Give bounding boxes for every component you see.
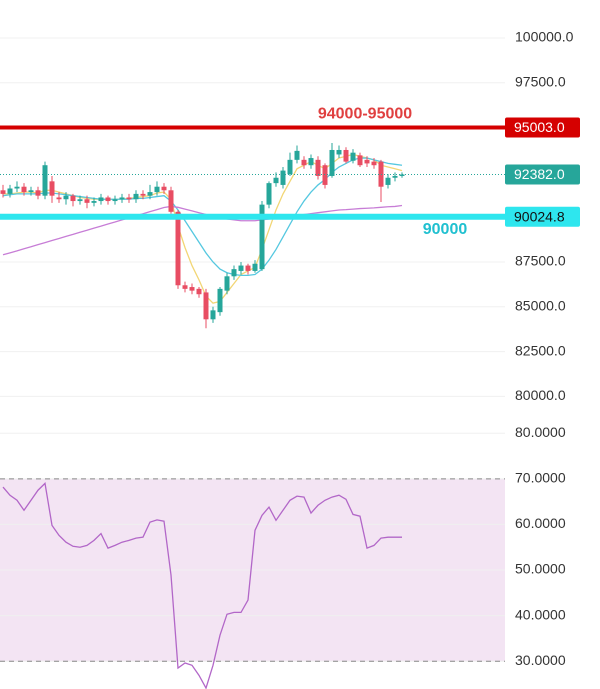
moving-average (2, 204, 403, 256)
price-badge-label: 90024.8 (514, 208, 565, 224)
y-tick-label: 82500.0 (515, 342, 566, 358)
candle-body (287, 159, 293, 175)
candle-body (126, 197, 132, 200)
y-tick-label: 60.0000 (515, 515, 566, 531)
price-badge-label: 95003.0 (514, 119, 565, 135)
candle-body (364, 159, 370, 164)
candle-body (133, 193, 139, 200)
candle-body (14, 186, 20, 189)
candle-body (154, 186, 160, 193)
candle-body (7, 188, 13, 194)
candle-body (294, 150, 300, 160)
price-badge (505, 164, 580, 185)
candle-body (315, 159, 321, 176)
candle-body (42, 165, 48, 196)
candle-body (56, 197, 62, 200)
candle-body (266, 183, 272, 205)
candle-body (210, 310, 216, 320)
candle-body (217, 288, 223, 313)
candle-body (0, 190, 6, 194)
candle-body (252, 263, 258, 271)
candle-body (231, 269, 237, 277)
candle-body (357, 155, 363, 166)
candle-body (161, 186, 167, 191)
y-tick-label: 100000.0 (515, 29, 574, 45)
candle-body (203, 292, 209, 320)
y-tick-label: 87500.0 (515, 253, 566, 269)
candle-body (35, 190, 41, 196)
candle-body (147, 192, 153, 196)
candle-body (28, 190, 34, 193)
y-tick-label: 30.0000 (515, 652, 566, 668)
candle-body (371, 161, 377, 166)
candle-body (98, 197, 104, 202)
candle-body (70, 195, 76, 202)
candle-body (392, 175, 398, 178)
candle-body (224, 276, 230, 291)
candle-body (322, 165, 328, 185)
candle-body (21, 186, 27, 193)
candle-body (329, 149, 335, 176)
candle-body (196, 288, 202, 295)
y-tick-label: 85000.0 (515, 297, 566, 313)
candle-body (273, 177, 279, 184)
rsi-line (2, 482, 402, 689)
candle-body (140, 193, 146, 196)
y-tick-label: 80.0000 (515, 424, 566, 440)
candle-body (112, 199, 118, 202)
moving-average (2, 157, 403, 277)
candle-body (399, 174, 405, 176)
candle-body (168, 190, 174, 212)
annotation: 94000-95000 (318, 106, 412, 123)
y-tick-label: 80000.0 (515, 387, 566, 403)
candle-body (49, 181, 55, 196)
candle-body (175, 211, 181, 286)
candle-body (336, 149, 342, 155)
candle-body (84, 199, 90, 203)
candle-body (343, 149, 349, 162)
price-badge (505, 117, 580, 138)
candle-body (280, 170, 286, 185)
candle-body (238, 265, 244, 271)
price-badge-label: 92382.0 (514, 166, 565, 182)
candle-body (350, 152, 356, 161)
moving-average (3, 153, 403, 304)
candle-body (119, 197, 125, 200)
price-badge (505, 206, 580, 227)
candle-body (182, 285, 188, 289)
candle-body (189, 287, 195, 291)
candle-body (308, 158, 314, 166)
y-tick-label: 40.0000 (515, 606, 566, 622)
candle-body (301, 159, 307, 166)
candle-body (77, 199, 83, 202)
y-tick-label: 50.0000 (515, 561, 566, 577)
annotation: 90000 (423, 221, 468, 238)
candle-body (245, 265, 251, 271)
y-tick-label: 97500.0 (515, 73, 566, 89)
candle-body (63, 195, 69, 200)
candle-body (105, 197, 111, 202)
candle-body (91, 201, 97, 203)
candle-body (259, 204, 265, 270)
candle-body (385, 177, 391, 185)
y-tick-label: 70.0000 (515, 470, 566, 486)
